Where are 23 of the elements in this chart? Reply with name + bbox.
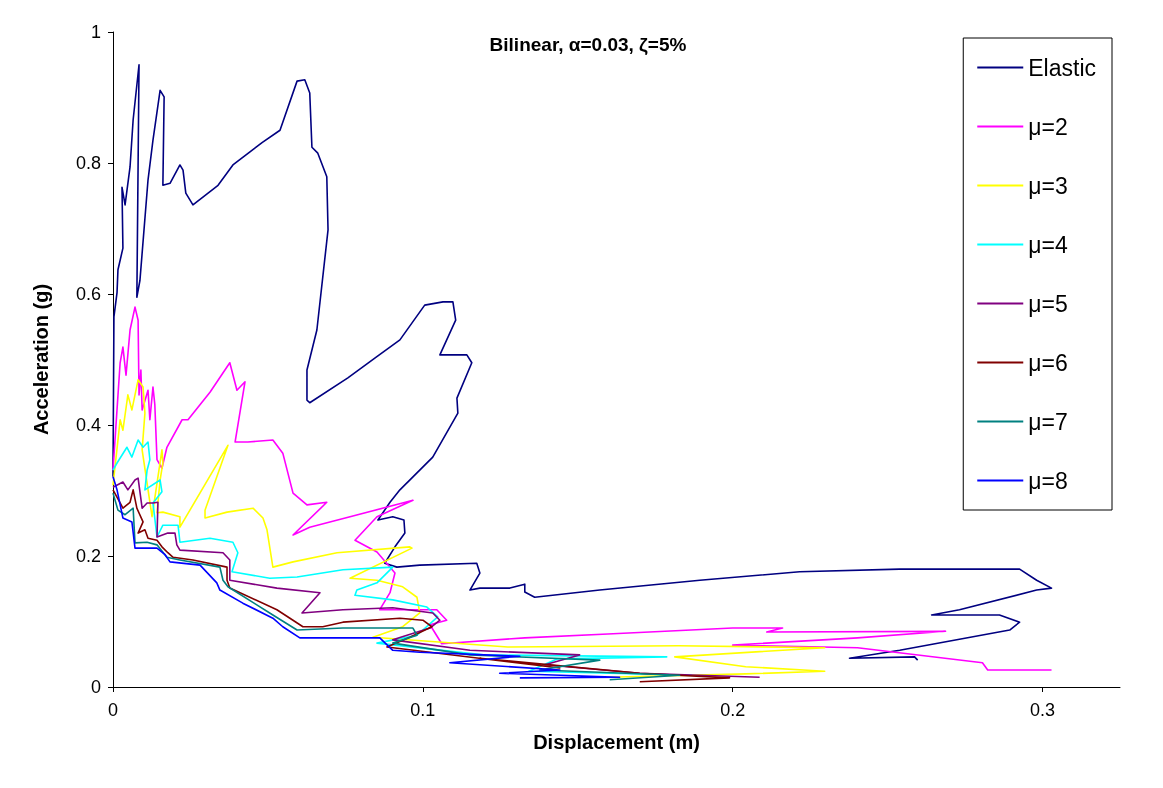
legend-label: μ=4 — [1028, 231, 1068, 258]
legend-label: μ=3 — [1028, 172, 1068, 199]
legend-label: Elastic — [1028, 54, 1097, 81]
y-tick-label: 0.6 — [75, 284, 101, 304]
y-axis-title: Acceleration (g) — [30, 283, 52, 436]
legend-label: μ=5 — [1028, 290, 1068, 317]
x-tick-label: 0.2 — [720, 700, 746, 720]
y-tick-label: 1 — [90, 22, 101, 42]
x-tick-label: 0.3 — [1030, 700, 1056, 720]
line-series — [112, 379, 826, 678]
y-tick-label: 0.2 — [75, 546, 101, 566]
line-series — [112, 475, 621, 679]
chart-title: Bilinear, α=0.03, ζ=5% — [489, 34, 687, 56]
legend-label: μ=7 — [1028, 408, 1068, 435]
y-tick-label: 0.4 — [75, 415, 101, 435]
legend-label: μ=6 — [1028, 349, 1068, 376]
x-tick-label: 0.1 — [410, 700, 436, 720]
legend-label: μ=8 — [1028, 467, 1068, 494]
y-tick-label: 0 — [90, 677, 101, 697]
x-tick-label: 0 — [107, 700, 119, 720]
x-axis-title: Displacement (m) — [533, 731, 700, 753]
legend-label: μ=2 — [1028, 113, 1068, 140]
y-tick-label: 0.8 — [75, 153, 101, 173]
